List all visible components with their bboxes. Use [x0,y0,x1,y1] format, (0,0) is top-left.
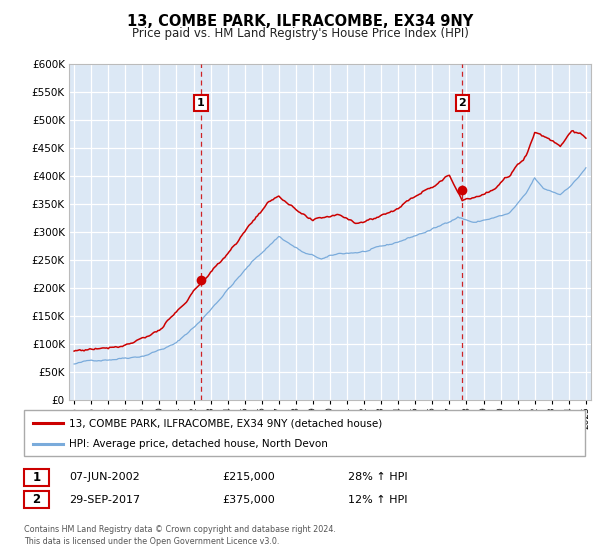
Text: Contains HM Land Registry data © Crown copyright and database right 2024.
This d: Contains HM Land Registry data © Crown c… [24,525,336,546]
Text: Price paid vs. HM Land Registry's House Price Index (HPI): Price paid vs. HM Land Registry's House … [131,27,469,40]
Text: 1: 1 [197,98,205,108]
Text: 13, COMBE PARK, ILFRACOMBE, EX34 9NY (detached house): 13, COMBE PARK, ILFRACOMBE, EX34 9NY (de… [69,418,382,428]
Text: 1: 1 [32,470,41,484]
Text: 2: 2 [458,98,466,108]
Text: £215,000: £215,000 [222,472,275,482]
Text: 07-JUN-2002: 07-JUN-2002 [69,472,140,482]
Text: 13, COMBE PARK, ILFRACOMBE, EX34 9NY: 13, COMBE PARK, ILFRACOMBE, EX34 9NY [127,14,473,29]
Text: £375,000: £375,000 [222,494,275,505]
Text: 2: 2 [32,493,41,506]
Text: 12% ↑ HPI: 12% ↑ HPI [348,494,407,505]
Text: 28% ↑ HPI: 28% ↑ HPI [348,472,407,482]
Text: HPI: Average price, detached house, North Devon: HPI: Average price, detached house, Nort… [69,438,328,449]
Text: 29-SEP-2017: 29-SEP-2017 [69,494,140,505]
